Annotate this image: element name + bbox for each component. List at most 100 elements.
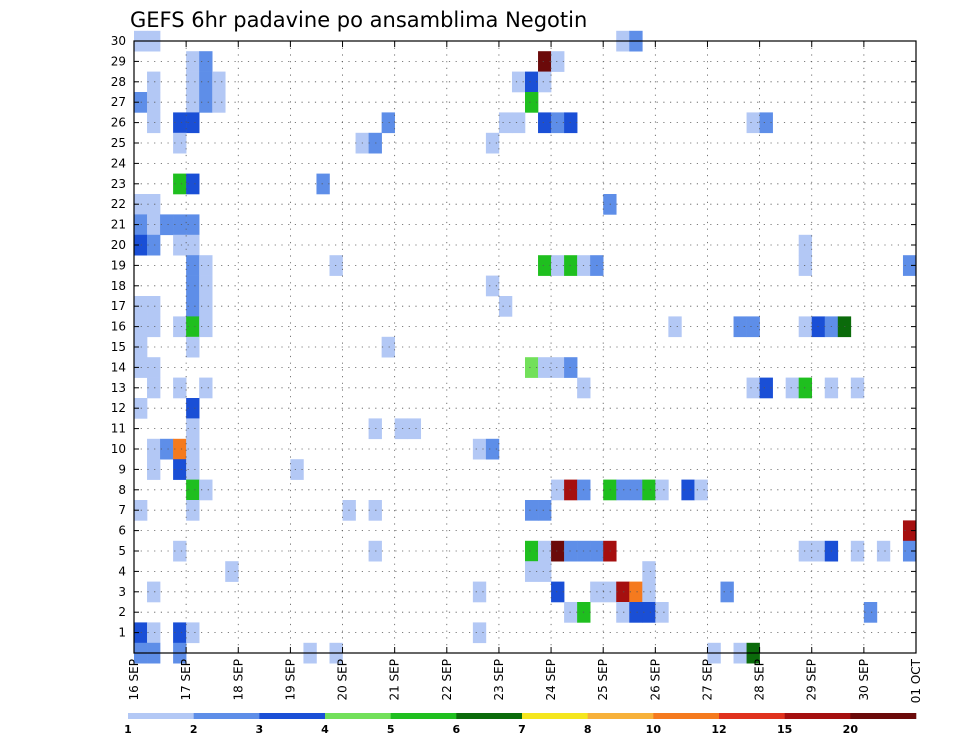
heatmap-cell (538, 357, 552, 378)
heatmap-cell (147, 622, 161, 644)
heatmap-cell (147, 357, 161, 378)
heatmap-cell (173, 132, 187, 154)
heatmap-cell (199, 51, 213, 72)
heatmap-cell (212, 71, 226, 93)
y-tick-label: 27 (111, 95, 126, 109)
heatmap-cell (186, 112, 200, 134)
heatmap-cell (186, 316, 200, 338)
colorbar-label: 12 (711, 723, 726, 736)
heatmap-cell (746, 112, 760, 134)
heatmap-cell (134, 622, 148, 644)
heatmap-cell (720, 581, 734, 603)
heatmap-cell (199, 92, 213, 113)
x-tick-label: 23 SEP (492, 659, 506, 701)
y-axis-ticks: 1234567891011121314151617181920212223242… (111, 34, 916, 640)
heatmap-cell (798, 316, 813, 338)
colorbar-label: 7 (518, 723, 526, 736)
y-tick-label: 14 (111, 360, 126, 374)
heatmap-cell (134, 316, 148, 338)
heatmap-cell (147, 112, 161, 134)
heatmap-cell (629, 602, 643, 623)
heatmap-cell (394, 418, 408, 440)
x-tick-label: 30 SEP (857, 659, 871, 701)
heatmap-cell (798, 255, 813, 276)
x-axis-ticks: 16 SEP 17 SEP 18 SEP 19 SEP 20 SEP 21 SEP 22 S… (127, 41, 923, 703)
x-tick-label: 29 SEP (805, 659, 819, 701)
x-tick-label: 27 SEP (700, 659, 714, 701)
heatmap-cell (902, 540, 917, 562)
heatmap-cell (147, 316, 161, 338)
heatmap-cell (173, 377, 187, 399)
heatmap-cell (186, 438, 200, 460)
heatmap-cell (616, 479, 630, 501)
heatmap-cell (564, 602, 578, 623)
heatmap-cell (785, 377, 799, 399)
heatmap-cell (134, 357, 148, 378)
heatmap-cell (694, 479, 708, 501)
heatmap-cell (538, 561, 552, 582)
x-tick-label: 20 SEP (336, 659, 350, 701)
heatmap-cell (798, 540, 813, 562)
heatmap-cell (186, 398, 200, 419)
x-tick-label: 17 SEP (179, 659, 193, 701)
heatmap-cell (525, 71, 539, 93)
y-tick-label: 24 (111, 156, 126, 170)
colorbar-swatch (784, 713, 851, 719)
heatmap-cell (551, 581, 565, 603)
x-tick-label: 28 SEP (753, 659, 767, 701)
heatmap-cell (160, 214, 174, 236)
heatmap-cell (134, 92, 148, 113)
colorbar-swatch (850, 713, 917, 719)
heatmap-cell (186, 214, 200, 236)
heatmap-cell (863, 602, 878, 623)
heatmap-cell (173, 316, 187, 338)
y-tick-label: 26 (111, 116, 126, 130)
y-tick-label: 1 (118, 626, 126, 640)
heatmap-cell (147, 92, 161, 113)
heatmap-cell (629, 479, 643, 501)
heatmap-cell (160, 438, 174, 460)
y-tick-label: 13 (111, 381, 126, 395)
y-tick-label: 29 (111, 54, 126, 68)
heatmap-cell (538, 51, 552, 72)
heatmap-cell (733, 316, 747, 338)
heatmap-cell (173, 173, 187, 195)
heatmap-cells (134, 30, 917, 664)
y-tick-label: 17 (111, 299, 126, 313)
heatmap-cell (850, 377, 865, 399)
heatmap-cell (290, 459, 304, 480)
y-tick-label: 3 (118, 585, 126, 599)
y-tick-label: 25 (111, 136, 126, 150)
heatmap-cell (551, 255, 565, 276)
x-tick-label: 24 SEP (544, 659, 558, 701)
heatmap-cell (616, 602, 630, 623)
heatmap-cell (668, 316, 682, 338)
heatmap-cell (199, 255, 213, 276)
heatmap-cell (134, 336, 148, 358)
heatmap-cell (472, 438, 487, 460)
colorbar-label: 8 (584, 723, 592, 736)
y-tick-label: 15 (111, 340, 126, 354)
heatmap-cell (551, 357, 565, 378)
colorbar-swatch (653, 713, 720, 719)
colorbar-swatch (259, 713, 326, 719)
y-tick-label: 6 (118, 524, 126, 538)
heatmap-cell (498, 112, 513, 134)
heatmap-cell (472, 581, 487, 603)
heatmap-cell (199, 479, 213, 501)
heatmap-cell (485, 275, 500, 297)
heatmap-cell (186, 479, 200, 501)
y-tick-label: 11 (111, 422, 126, 436)
heatmap-cell (147, 234, 161, 256)
heatmap-cell (147, 71, 161, 93)
colorbar-swatch (587, 713, 654, 719)
heatmap-cell (798, 377, 813, 399)
heatmap-cell (134, 234, 148, 256)
heatmap-cell (629, 581, 643, 603)
x-tick-label: 21 SEP (388, 659, 402, 701)
heatmap-cell (759, 377, 773, 399)
heatmap-cell (147, 194, 161, 215)
y-tick-label: 19 (111, 258, 126, 272)
heatmap-cell (134, 214, 148, 236)
colorbar-label: 20 (843, 723, 859, 736)
